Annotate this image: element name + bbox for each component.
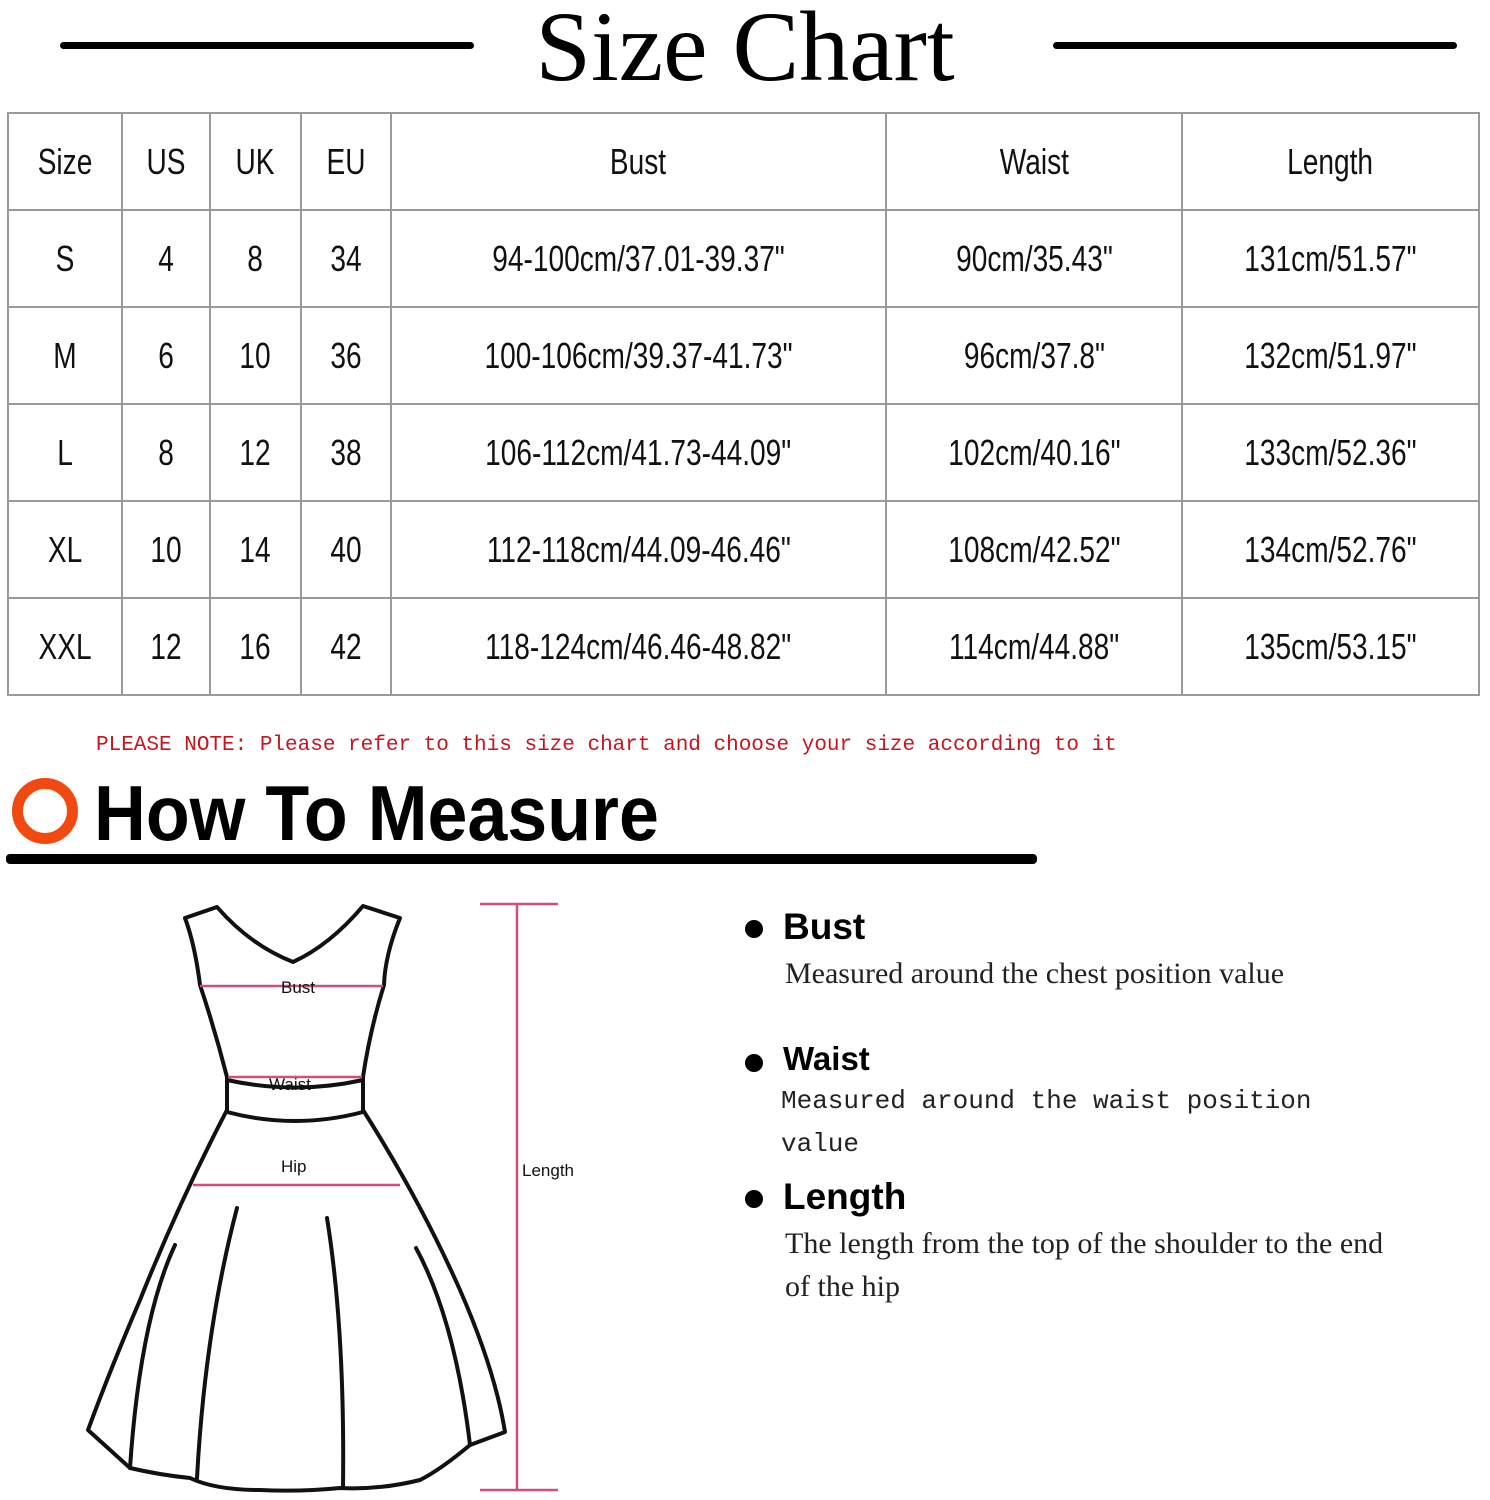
header-length: Length: [1287, 140, 1374, 182]
table-cell-eu: 38: [330, 431, 362, 473]
table-cell-length: 133cm/52.36": [1244, 431, 1417, 473]
table-cell-us: 8: [158, 431, 174, 473]
header-eu: EU: [326, 140, 366, 182]
table-cell-size: XL: [47, 528, 83, 570]
table-cell-waist: 108cm/42.52": [947, 528, 1121, 570]
bullet-icon: [745, 920, 763, 938]
size-note: PLEASE NOTE: Please refer to this size c…: [96, 734, 1117, 757]
header-waist: Waist: [999, 140, 1069, 182]
table-cell-eu: 36: [330, 334, 362, 376]
hip-label: Hip: [281, 1157, 307, 1176]
table-cell-waist: 102cm/40.16": [947, 431, 1121, 473]
table-cell-waist: 90cm/35.43": [955, 237, 1113, 279]
table-cell-us: 12: [150, 625, 182, 667]
table-cell-length: 132cm/51.97": [1244, 334, 1417, 376]
size-table: Size US UK EU Bust Waist Length S 4 8 34 94-…: [7, 112, 1480, 696]
table-cell-length: 135cm/53.15": [1244, 625, 1417, 667]
table-cell-bust: 106-112cm/41.73-44.09": [485, 431, 792, 473]
table-cell-us: 10: [150, 528, 182, 570]
bullet-icon: [745, 1190, 763, 1208]
page-title: Size Chart: [535, 0, 955, 102]
table-cell-bust: 118-124cm/46.46-48.82": [485, 625, 792, 667]
table-row: S 4 8 34 94-100cm/37.01-39.37" 90cm/35.43" 131…: [7, 209, 1480, 308]
item-title: Length: [783, 1176, 907, 1217]
header-size: Size: [37, 140, 93, 182]
table-cell-length: 134cm/52.76": [1244, 528, 1417, 570]
table-cell-us: 4: [158, 237, 174, 279]
table-cell-bust: 100-106cm/39.37-41.73": [484, 334, 793, 376]
table-row: M 6 10 36 100-106cm/39.37-41.73" 96cm/37.8" 13…: [7, 306, 1480, 405]
table-cell-uk: 10: [239, 334, 272, 376]
measure-rule: [6, 854, 1037, 864]
item-desc: The length from the top of the shoulder …: [785, 1227, 1384, 1303]
item-title: Waist: [783, 1040, 870, 1077]
item-title: Bust: [783, 906, 866, 947]
header-uk: UK: [235, 140, 275, 182]
table-row: XXL 12 16 42 118-124cm/46.46-48.82" 114cm/44.…: [7, 597, 1480, 696]
bust-label: Bust: [281, 978, 315, 997]
bullet-icon: [745, 1054, 763, 1072]
table-cell-uk: 16: [239, 625, 272, 667]
table-cell-eu: 34: [330, 237, 362, 279]
table-cell-waist: 96cm/37.8": [963, 334, 1105, 376]
measure-lines: [193, 902, 558, 1492]
table-cell-bust: 112-118cm/44.09-46.46": [486, 528, 791, 570]
dress-outline: [86, 904, 507, 1493]
table-cell-size: XXL: [38, 625, 92, 667]
title-rule-left: [60, 42, 474, 49]
table-cell-uk: 14: [239, 528, 272, 570]
table-cell-eu: 40: [330, 528, 362, 570]
waist-label: Waist: [269, 1075, 311, 1094]
table-cell-size: L: [57, 431, 73, 473]
ring-bullet-icon: [12, 778, 78, 844]
table-cell-eu: 42: [330, 625, 362, 667]
table-row: L 8 12 38 106-112cm/41.73-44.09" 102cm/40.16"…: [7, 403, 1480, 502]
table-cell-length: 131cm/51.57": [1244, 237, 1417, 279]
measure-heading: How To Measure: [94, 769, 659, 857]
title-rule-right: [1053, 42, 1457, 49]
table-cell-uk: 8: [247, 237, 264, 279]
table-cell-size: M: [53, 334, 77, 376]
table-cell-waist: 114cm/44.88": [948, 625, 1120, 667]
table-cell-uk: 12: [239, 431, 272, 473]
length-label: Length: [522, 1161, 574, 1180]
table-header-row: Size US UK EU Bust Waist Length: [7, 112, 1480, 211]
item-desc: Measured around the waist position value: [781, 1086, 1312, 1159]
table-cell-size: S: [55, 237, 75, 279]
header-us: US: [146, 140, 186, 182]
item-desc: Measured around the chest position value: [785, 957, 1285, 990]
header-bust: Bust: [610, 140, 667, 182]
table-cell-bust: 94-100cm/37.01-39.37": [492, 237, 785, 279]
table-cell-us: 6: [158, 334, 174, 376]
table-row: XL 10 14 40 112-118cm/44.09-46.46" 108cm/42.5…: [7, 500, 1480, 599]
